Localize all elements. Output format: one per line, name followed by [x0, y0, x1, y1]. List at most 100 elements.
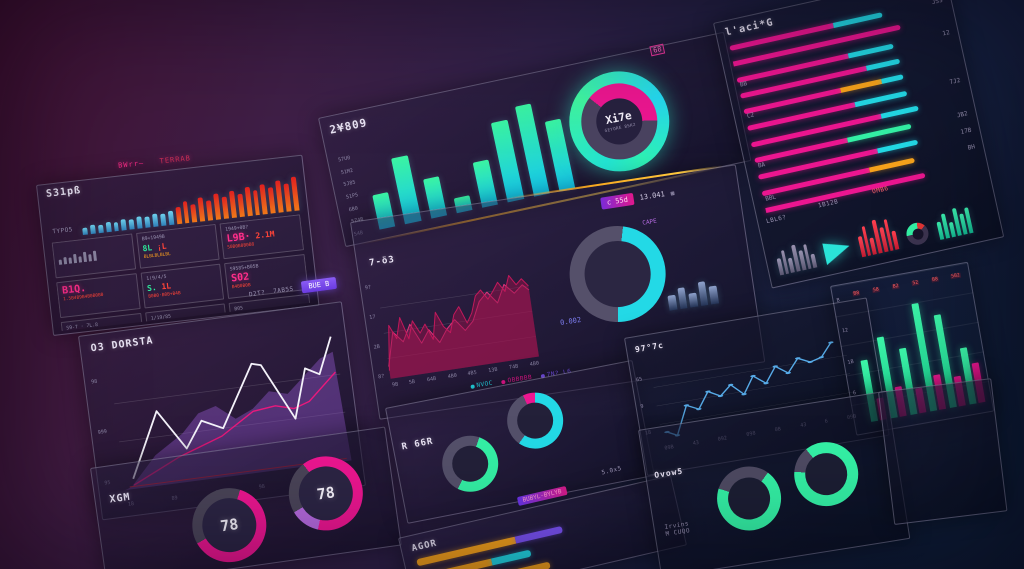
bar — [78, 255, 83, 263]
stat-card: B9+1949B 8L ¡L BLBLBLBLBL — [135, 223, 220, 269]
line-chart-title: O3 DORSTA — [90, 335, 155, 355]
corner-badge[interactable]: 68 — [649, 43, 666, 57]
mini-donut — [904, 220, 931, 247]
bar — [237, 193, 245, 218]
progress-label: C2 — [746, 111, 755, 121]
cyan-segment — [933, 505, 945, 508]
bar — [128, 219, 135, 230]
gauge-2-value: 78 — [315, 483, 337, 504]
bar — [190, 203, 198, 223]
axis-label: 9B — [391, 381, 399, 389]
axis-label: 4B0 — [529, 360, 540, 368]
bar — [259, 183, 269, 215]
progress-value: JSS — [931, 0, 944, 7]
stacked-bar — [963, 502, 975, 504]
progress-segment — [880, 105, 919, 119]
cyan-segment — [903, 509, 915, 511]
stat-card-extra: 1L — [156, 281, 172, 292]
donut-hole — [580, 236, 655, 312]
bar — [197, 197, 206, 222]
legend-dot — [501, 379, 506, 384]
progress-segment — [847, 43, 894, 59]
bar — [221, 196, 229, 219]
panel-area-chart: c 55d 13.041 ▦ 7-ö3 9? 17 2B 8? 9B 5B 64B 4B0 4… — [350, 164, 766, 420]
magenta-segment — [948, 503, 960, 506]
progress-value: 12 — [941, 29, 951, 38]
progress-segment — [854, 90, 908, 108]
trend-title: 97°7c — [634, 340, 665, 355]
panel-progress-list: l'aci*G JSS 12 BB C2 7J2 JB2 BA 17B BH BBL LBL6? … — [713, 0, 1005, 289]
progress-value — [930, 49, 953, 54]
header-value: 13.041 — [639, 190, 666, 202]
grid-icon[interactable]: ▦ — [670, 189, 676, 197]
cursor-triangle-icon — [822, 237, 853, 266]
header-link-2[interactable]: 7AB5S — [272, 284, 295, 295]
bar — [89, 224, 96, 235]
progress-segment — [866, 58, 901, 72]
progress-value: 7J2 — [949, 77, 962, 87]
donut-hole — [448, 442, 492, 486]
axis-label: 4B0 — [446, 372, 457, 380]
progress-segment — [847, 123, 912, 143]
panel-trend: 97°7c 65918 09B430920980B43609B — [624, 297, 890, 477]
bar — [275, 180, 284, 213]
bar — [120, 219, 128, 231]
header-badge[interactable]: c 55d — [600, 192, 635, 210]
progress-segment — [880, 74, 905, 85]
stat-card-spark — [57, 241, 129, 265]
bar-group-label: B8 — [852, 289, 861, 297]
bar — [73, 254, 78, 264]
axis-label: 9? — [364, 284, 372, 292]
progress-segment — [839, 79, 882, 94]
magenta-segment — [978, 500, 990, 502]
axis-label: B — [836, 297, 841, 304]
rings-notes: Irvins M CUQO — [664, 520, 691, 538]
axis-label: 8? — [377, 373, 385, 381]
progress-value: BH — [967, 143, 976, 152]
bar — [213, 193, 222, 220]
progress-value: 17B — [959, 126, 973, 136]
legend-dot — [470, 383, 475, 389]
axis-label: 4B5 — [467, 369, 478, 377]
bar — [244, 187, 253, 217]
progress-title: l'aci*G — [724, 17, 775, 39]
bar — [688, 292, 699, 308]
progress-segment — [740, 66, 868, 99]
area-chart — [376, 256, 539, 379]
ratio-donut — [563, 219, 673, 329]
bar — [136, 216, 143, 229]
donut-center: Xi7e GEYORE 85K2 — [560, 62, 679, 181]
progress-label: BB — [739, 80, 748, 89]
progress-value — [941, 97, 964, 102]
ring-2 — [789, 437, 863, 511]
bar — [58, 259, 63, 265]
bar — [167, 211, 175, 226]
stats-title: S31pß — [45, 184, 82, 200]
donut-chart: Xi7e GEYORE 85K2 — [559, 62, 679, 181]
glow-note-a: BWrr— — [117, 159, 145, 170]
glow-note: BWrr— TERRAB — [118, 154, 191, 170]
bar-group-label: 5B2 — [949, 272, 961, 280]
bar — [697, 281, 709, 307]
progress-segment — [876, 139, 919, 154]
magenta-segment — [963, 502, 975, 504]
gauge-1: 78 — [187, 483, 272, 567]
gauge-2: 78 — [284, 451, 368, 536]
cyan-segment — [978, 500, 990, 502]
stat-card: 1(9/4/5 S. 1L B0B0·B0B+B4B — [140, 263, 225, 309]
stat-card: 1949+0B? L9B· 2.1M S0B0B0B0B8 — [219, 214, 305, 260]
progress-value: JB2 — [956, 109, 969, 119]
header-link-1[interactable]: D2T? — [248, 288, 266, 298]
stat-card-head: S9-7 · 7L.8 — [66, 321, 99, 332]
progress-label: BBL — [764, 193, 777, 203]
axis-label: 6B0 — [348, 204, 359, 213]
bar — [182, 201, 190, 224]
bar — [82, 252, 88, 263]
axis-label: 74B — [508, 363, 519, 371]
axis-label: 64B — [426, 375, 437, 383]
axis-label: 999 — [97, 428, 108, 436]
bar — [810, 253, 818, 269]
progress-segment — [490, 549, 532, 566]
progress-segment — [869, 158, 915, 173]
gauges-title: XGM — [108, 491, 132, 506]
